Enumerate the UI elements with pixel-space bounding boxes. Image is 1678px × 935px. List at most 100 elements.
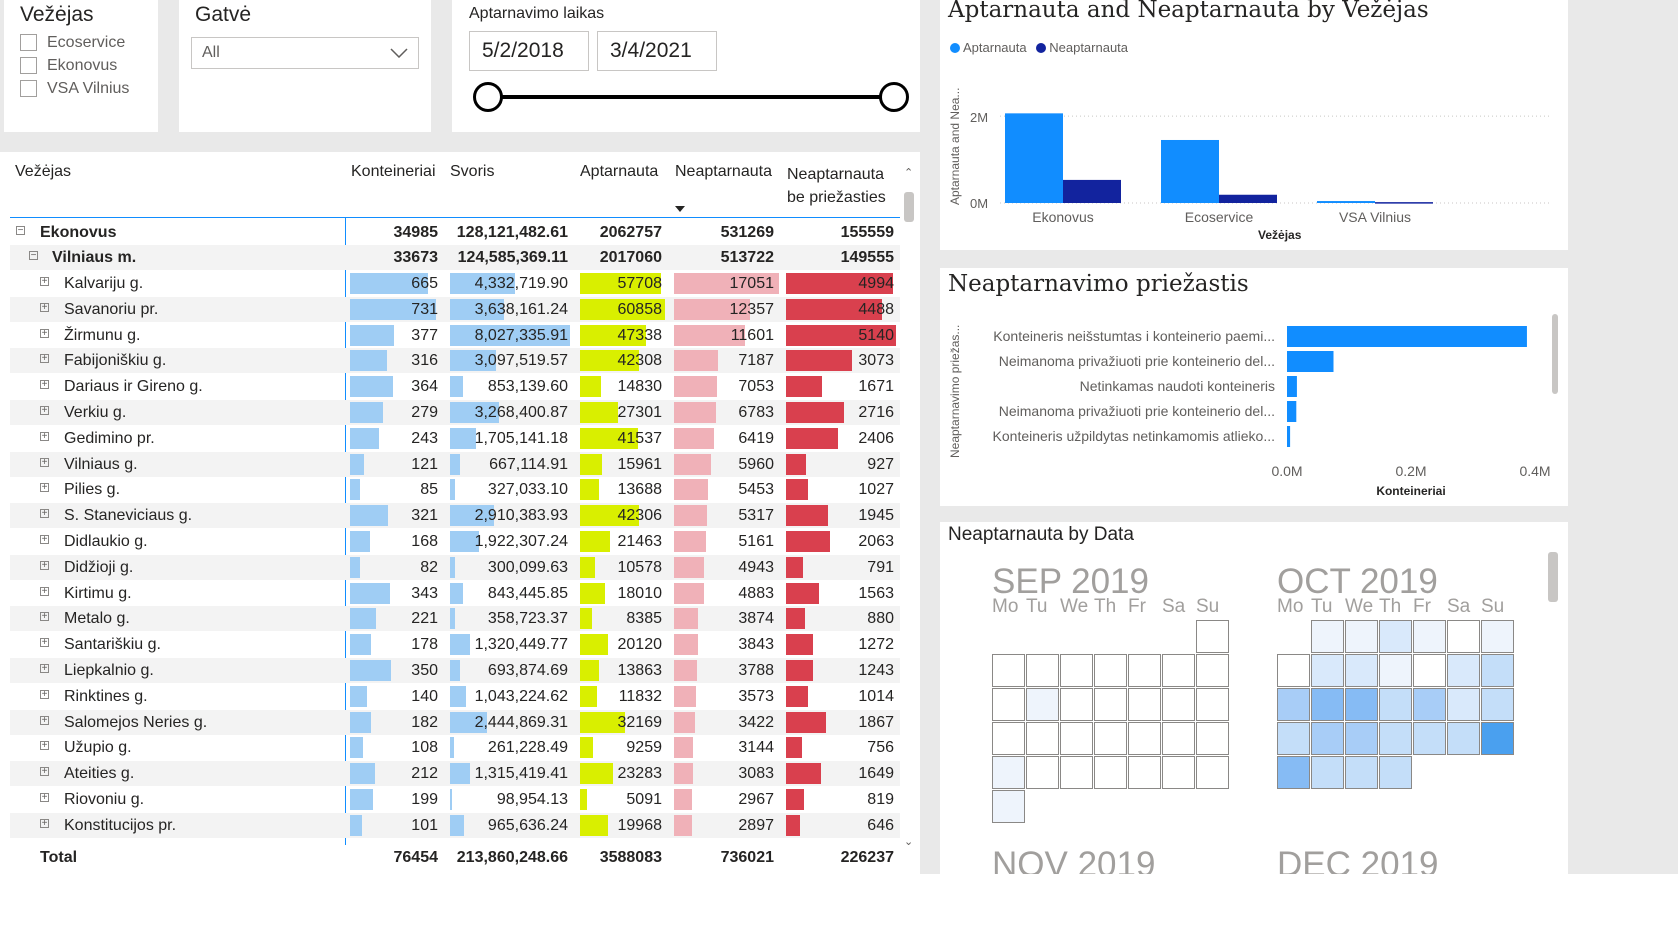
calendar-day[interactable] <box>1379 620 1412 653</box>
calendar-day[interactable] <box>1345 654 1378 687</box>
calendar-day[interactable] <box>1196 620 1229 653</box>
table-row[interactable]: + Pilies g. 85 327,033.10 13688 5453 1027 <box>10 477 900 502</box>
calendar-scrollbar[interactable] <box>1548 552 1558 602</box>
calendar-day[interactable] <box>1413 688 1446 721</box>
col-header-aptarnauta[interactable]: Aptarnauta <box>580 163 659 180</box>
expand-icon[interactable]: + <box>40 663 49 674</box>
calendar-day[interactable] <box>1196 654 1229 687</box>
calendar-day[interactable] <box>1345 756 1378 789</box>
expand-icon[interactable]: + <box>40 353 49 365</box>
calendar-day[interactable] <box>1162 688 1195 721</box>
calendar-day[interactable] <box>1128 688 1161 721</box>
calendar-day[interactable] <box>1379 756 1412 789</box>
calendar-day[interactable] <box>1311 722 1344 755</box>
calendar-day[interactable] <box>992 756 1025 789</box>
table-row[interactable]: + Metalo g. 221 358,723.37 8385 3874 880 <box>10 606 900 632</box>
sort-descending-icon[interactable] <box>674 205 686 213</box>
expand-icon[interactable]: + <box>40 688 49 700</box>
calendar-day[interactable] <box>1026 654 1059 687</box>
calendar-day[interactable] <box>1481 654 1514 687</box>
table-row[interactable]: + Liepkalnio g. 350 693,874.69 13863 3788 1243 <box>10 658 900 683</box>
table-row[interactable]: + Savanoriu pr. 731 3,638,161.24 60858 12357 4… <box>10 296 900 322</box>
expand-icon[interactable]: + <box>40 611 49 623</box>
legend-item-aptarnauta[interactable]: Aptarnauta <box>950 40 1027 55</box>
expand-icon[interactable]: + <box>40 766 49 778</box>
expand-icon[interactable]: + <box>40 714 49 726</box>
calendar-day[interactable] <box>1128 654 1161 687</box>
calendar-day[interactable] <box>1447 620 1480 653</box>
bar-aptarnauta-1[interactable] <box>1161 139 1219 203</box>
table-row[interactable]: + Fabijoniškiu g. 316 3,097,519.57 42308 7187… <box>10 348 900 374</box>
expand-icon[interactable]: + <box>40 559 49 571</box>
end-date-handle[interactable] <box>879 82 909 112</box>
table-row[interactable]: + Gedimino pr. 243 1,705,141.18 41537 6419 240… <box>10 426 900 451</box>
table-row[interactable]: + S. Staneviciaus g. 321 2,910,383.93 42306 5… <box>10 503 900 529</box>
matrix-scroll-up[interactable]: ⌃ <box>904 167 914 179</box>
expand-icon[interactable]: + <box>40 792 49 803</box>
group-row-vilniaus-m[interactable]: − Vilniaus m. 33673 124,585,369.11 20170… <box>10 245 900 270</box>
bar-aptarnauta-2[interactable] <box>1317 201 1375 203</box>
expand-icon[interactable]: + <box>40 405 49 416</box>
table-row[interactable]: + Žirmunu g. 377 8,027,335.91 47338 11601 5140 <box>10 323 900 348</box>
calendar-day[interactable] <box>1026 722 1059 755</box>
calendar-day[interactable] <box>1162 654 1195 687</box>
calendar-day[interactable] <box>992 790 1025 823</box>
expand-icon[interactable]: + <box>40 817 49 829</box>
calendar-day[interactable] <box>1060 654 1093 687</box>
calendar-day[interactable] <box>1277 688 1310 721</box>
expand-icon[interactable]: + <box>40 379 49 391</box>
calendar-day[interactable] <box>1447 688 1480 721</box>
vezejas-option-ekonovus[interactable]: Ekonovus <box>20 54 129 77</box>
checkbox-icon[interactable] <box>20 80 37 97</box>
calendar-day[interactable] <box>1196 722 1229 755</box>
table-row[interactable]: + Kirtimu g. 343 843,445.85 18010 4883 1563 <box>10 581 900 606</box>
calendar-day[interactable] <box>1060 756 1093 789</box>
expand-icon[interactable]: + <box>40 430 49 442</box>
table-row[interactable]: + Didlaukio g. 168 1,922,307.24 21463 5161 206… <box>10 529 900 554</box>
expand-icon[interactable]: + <box>40 534 49 545</box>
matrix-scrollbar-thumb[interactable] <box>904 192 914 222</box>
calendar-day[interactable] <box>1345 722 1378 755</box>
col-header-svoris[interactable]: Svoris <box>450 163 495 180</box>
table-row[interactable]: + Dariaus ir Gireno g. 364 853,139.60 14830 7… <box>10 374 900 399</box>
calendar-day[interactable] <box>992 688 1025 721</box>
calendar-day[interactable] <box>1128 722 1161 755</box>
checkbox-icon[interactable] <box>20 34 37 51</box>
calendar-day[interactable] <box>1413 654 1446 687</box>
calendar-day[interactable] <box>1311 688 1344 721</box>
end-date-input[interactable]: 3/4/2021 <box>597 31 717 71</box>
calendar-day[interactable] <box>1026 756 1059 789</box>
calendar-day[interactable] <box>1026 688 1059 721</box>
table-row[interactable]: + Vilniaus g. 121 667,114.91 15961 5960 927 <box>10 451 900 477</box>
matrix-scroll-down[interactable]: ⌄ <box>904 836 914 848</box>
calendar-day[interactable] <box>992 654 1025 687</box>
group-row-ekonovus[interactable]: − Ekonovus 34985 128,121,482.61 2062757 … <box>16 224 894 241</box>
calendar-day[interactable] <box>1196 756 1229 789</box>
bar-neaptarnauta-2[interactable] <box>1375 202 1433 204</box>
calendar-day[interactable] <box>1277 654 1310 687</box>
expand-icon[interactable]: + <box>40 456 49 468</box>
bar-neaptarnauta-1[interactable] <box>1219 194 1277 203</box>
expand-icon[interactable]: + <box>40 482 49 494</box>
checkbox-icon[interactable] <box>20 57 37 74</box>
bar-reason-2[interactable] <box>1287 376 1297 397</box>
calendar-day[interactable] <box>1277 722 1310 755</box>
bar-reason-3[interactable] <box>1287 401 1297 422</box>
chart2-scrollbar[interactable] <box>1552 314 1558 394</box>
calendar-day[interactable] <box>1162 756 1195 789</box>
collapse-icon[interactable]: − <box>16 225 25 236</box>
calendar-day[interactable] <box>1094 756 1127 789</box>
gatve-dropdown[interactable]: All <box>191 37 419 69</box>
calendar-day[interactable] <box>1128 756 1161 789</box>
calendar-day[interactable] <box>1345 620 1378 653</box>
calendar-day[interactable] <box>1311 756 1344 789</box>
table-row[interactable]: + Rinktines g. 140 1,043,224.62 11832 3573 101… <box>10 684 900 709</box>
calendar-day[interactable] <box>1413 620 1446 653</box>
col-header-be-priezasties[interactable]: Neaptarnauta be priežasties <box>787 166 886 206</box>
calendar-day[interactable] <box>1311 620 1344 653</box>
calendar-day[interactable] <box>1481 688 1514 721</box>
vezejas-option-ecoservice[interactable]: Ecoservice <box>20 31 129 54</box>
table-row[interactable]: + Salomejos Neries g. 182 2,444,869.31 32169… <box>10 709 900 735</box>
vezejas-option-vsa-vilnius[interactable]: VSA Vilnius <box>20 77 129 100</box>
calendar-day[interactable] <box>1481 722 1514 755</box>
